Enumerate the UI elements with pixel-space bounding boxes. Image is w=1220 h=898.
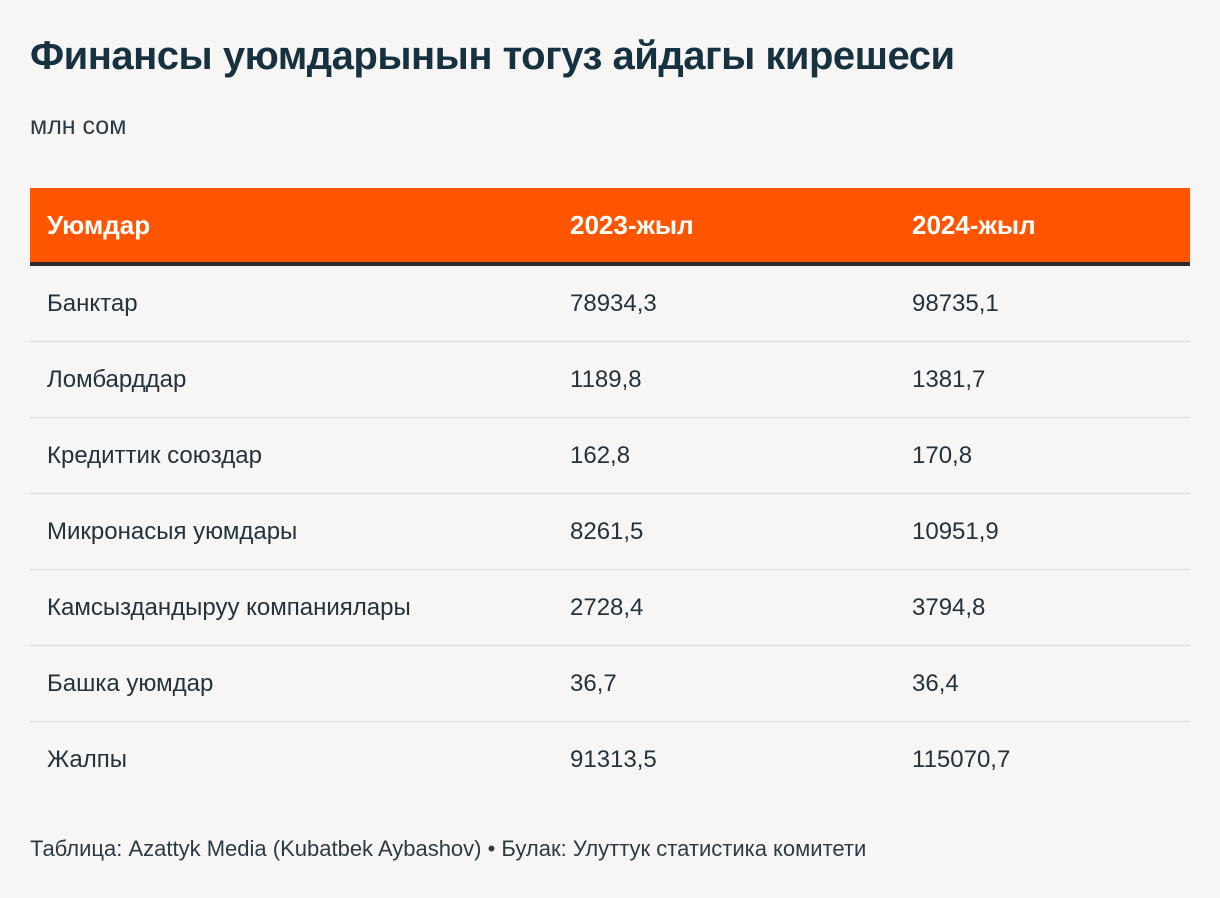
row-label-cell: Камсыздандыруу компаниялары (47, 594, 411, 621)
data-table: Уюмдар 2023-жыл 2024-жыл Банктар 78934,3… (30, 188, 1190, 797)
value-2023-cell: 36,7 (570, 670, 617, 697)
table-row: Кредиттик союздар 162,8 170,8 (30, 418, 1190, 494)
row-label-cell: Башка уюмдар (47, 670, 214, 697)
row-label-cell: Жалпы (47, 746, 128, 773)
value-2023-cell: 8261,5 (570, 518, 644, 545)
value-2023-cell: 1189,8 (570, 366, 642, 393)
row-label-cell: Банктар (47, 290, 138, 317)
table-header-row: Уюмдар 2023-жыл 2024-жыл (30, 188, 1190, 266)
header-cell-2024: 2024-жыл (912, 210, 1036, 240)
table-row: Микронасыя уюмдары 8261,5 10951,9 (30, 494, 1190, 570)
value-2024-cell: 98735,1 (912, 290, 999, 317)
value-2023-cell: 78934,3 (570, 290, 657, 317)
table-row: Башка уюмдар 36,7 36,4 (30, 646, 1190, 722)
row-label-cell: Ломбарддар (47, 366, 187, 393)
header-cell-2023: 2023-жыл (570, 210, 694, 240)
table-row: Банктар 78934,3 98735,1 (30, 266, 1190, 342)
table-row: Камсыздандыруу компаниялары 2728,4 3794,… (30, 570, 1190, 646)
value-2024-cell: 36,4 (912, 670, 959, 697)
chart-subtitle: млн сом (30, 112, 127, 140)
chart-title: Финансы уюмдарынын тогуз айдагы кирешеси (30, 34, 955, 78)
table-row-total: Жалпы 91313,5 115070,7 (30, 722, 1190, 797)
value-2024-cell: 10951,9 (912, 518, 999, 545)
value-2024-cell: 170,8 (912, 442, 973, 469)
value-2023-cell: 2728,4 (570, 594, 644, 621)
value-2023-cell: 91313,5 (570, 746, 657, 773)
header-cell-organizations: Уюмдар (47, 210, 151, 240)
value-2024-cell: 115070,7 (912, 746, 1011, 773)
row-label-cell: Микронасыя уюмдары (47, 518, 298, 545)
table-row: Ломбарддар 1189,8 1381,7 (30, 342, 1190, 418)
value-2024-cell: 3794,8 (912, 594, 986, 621)
source-footer: Таблица: Azattyk Media (Kubatbek Aybasho… (30, 836, 867, 861)
row-label-cell: Кредиттик союздар (47, 442, 262, 469)
value-2024-cell: 1381,7 (912, 366, 986, 393)
value-2023-cell: 162,8 (570, 442, 631, 469)
